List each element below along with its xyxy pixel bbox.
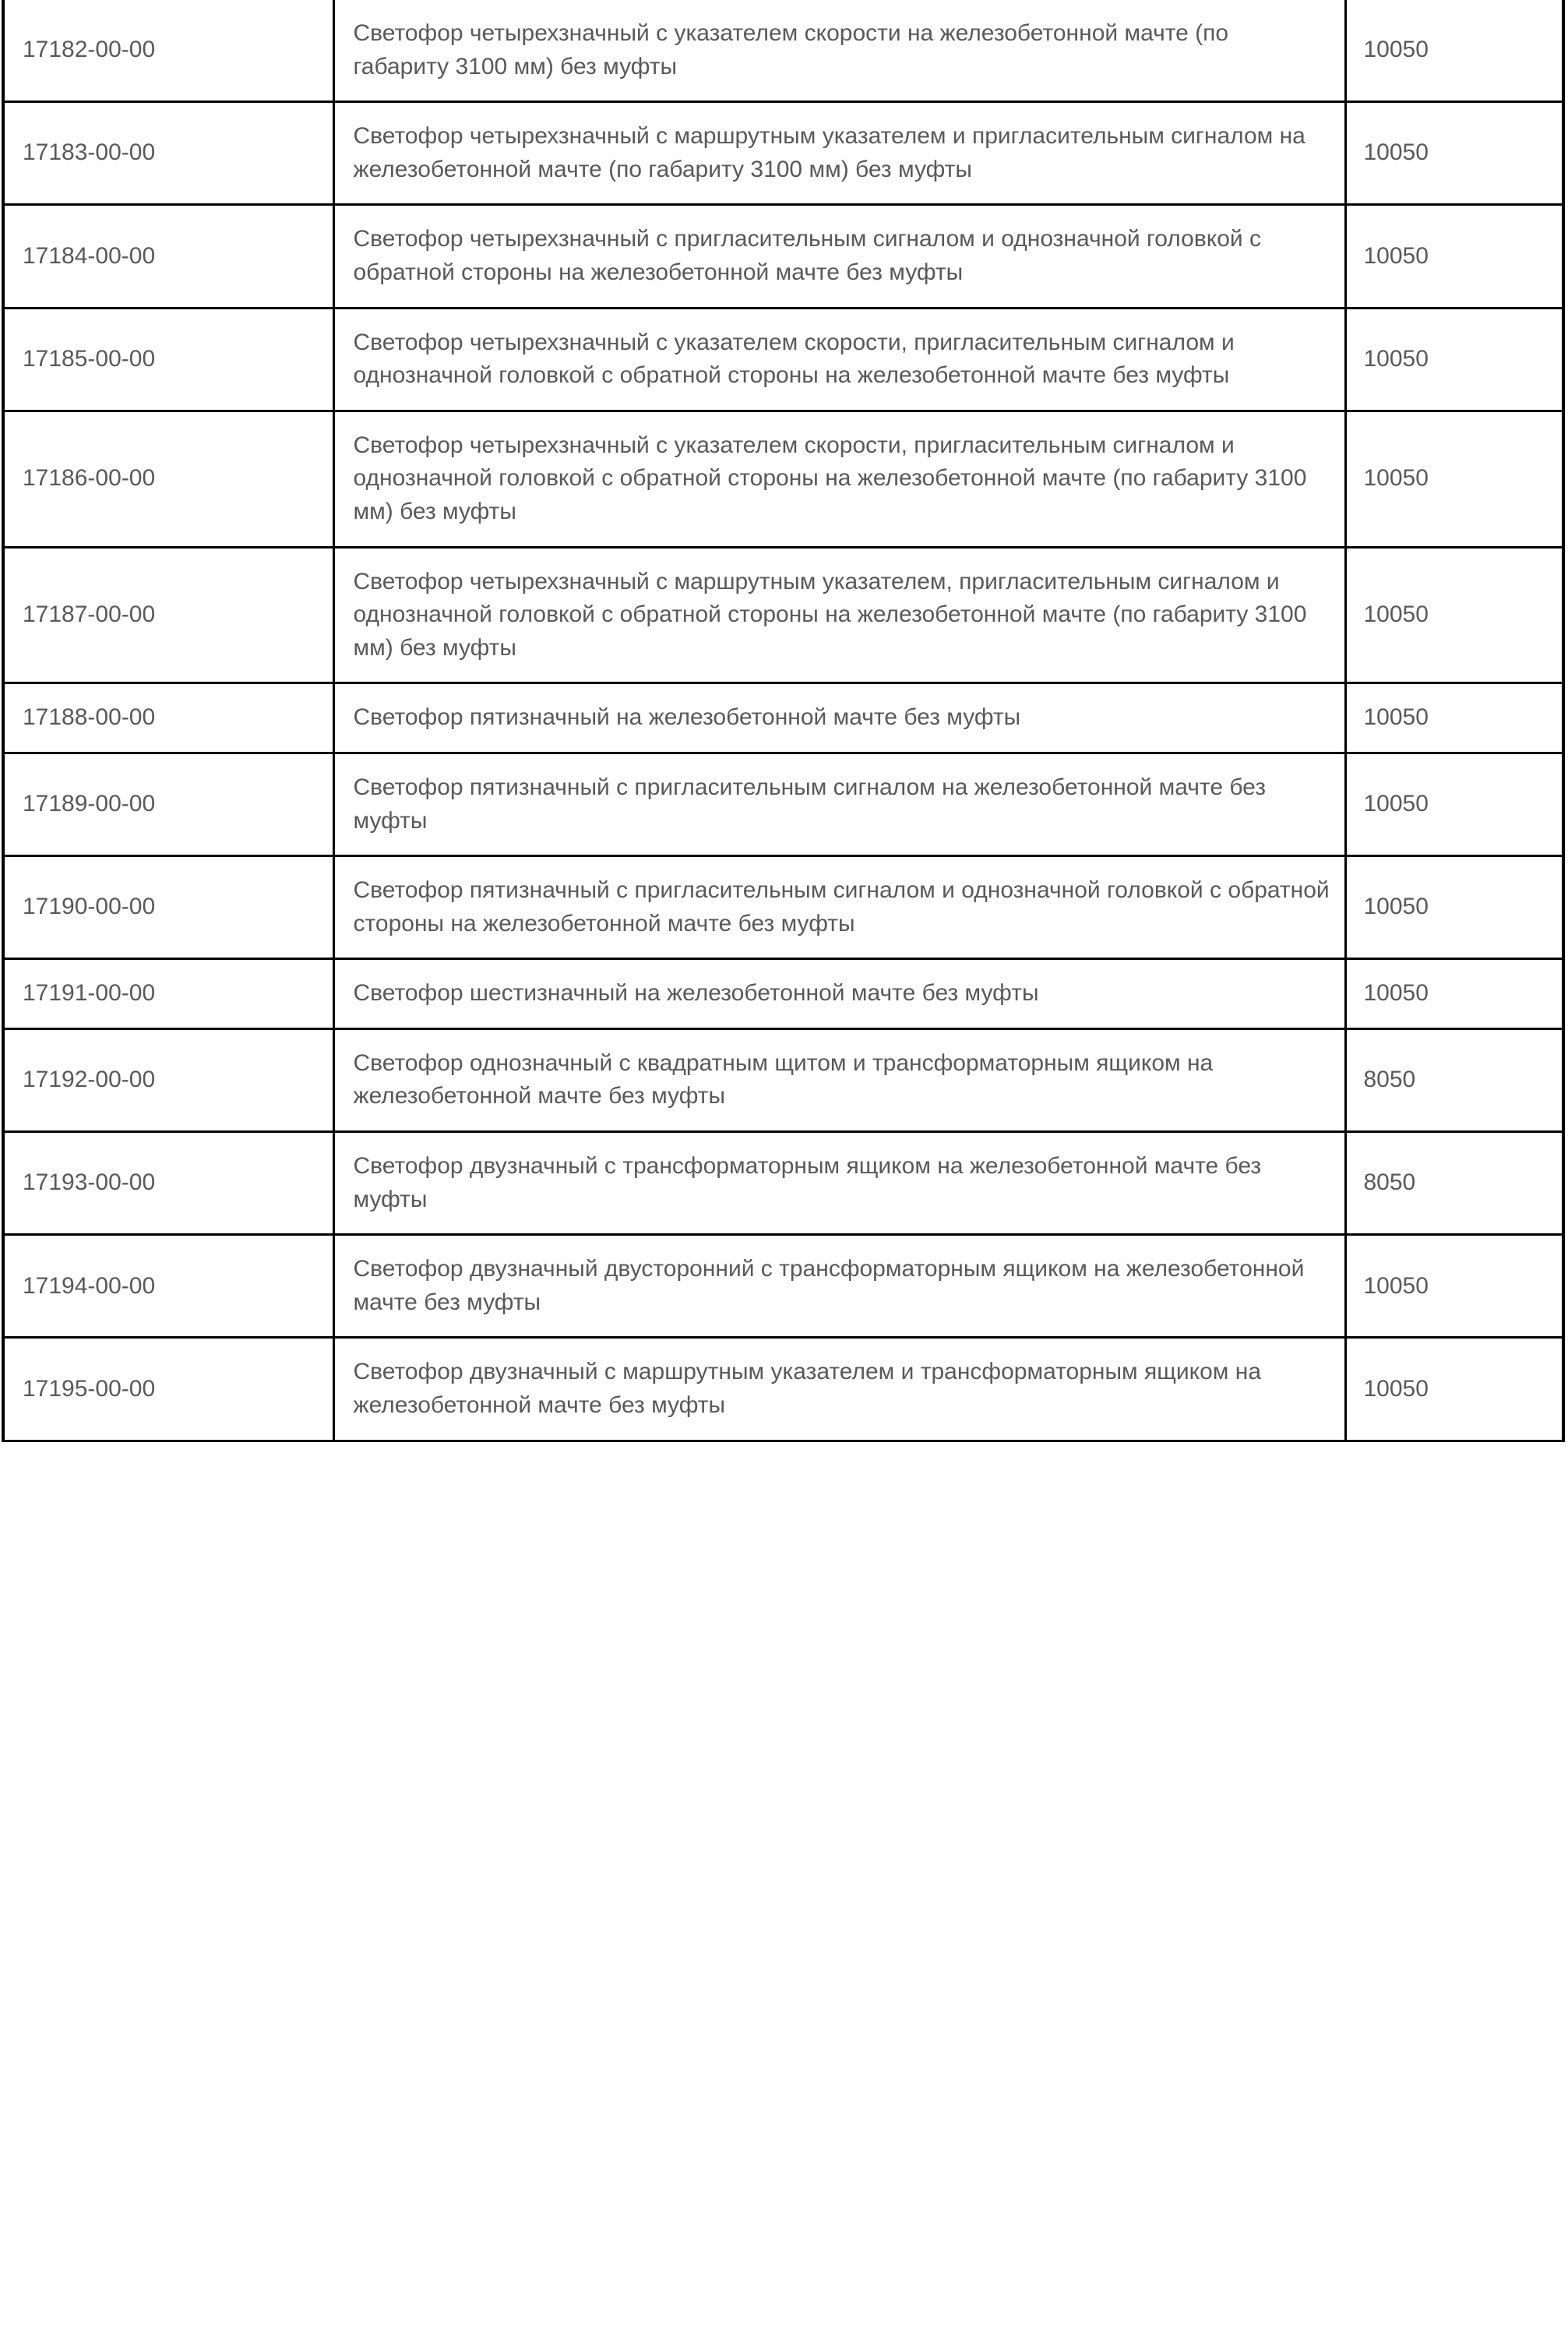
- product-code-cell: 17190-00-00: [2, 855, 335, 961]
- product-name-cell: Светофор пятизначный с пригласительным с…: [332, 751, 1347, 858]
- product-code-cell: 17191-00-00: [2, 958, 335, 1030]
- product-code-cell: 17193-00-00: [2, 1130, 335, 1236]
- product-code-cell: 17184-00-00: [2, 203, 335, 309]
- product-price-cell: 10050: [1344, 0, 1565, 104]
- table-row: 17189-00-00 Светофор пятизначный с пригла…: [2, 751, 1565, 858]
- table-row: 17188-00-00 Светофор пятизначный на желез…: [2, 682, 1565, 754]
- product-name-cell: Светофор двузначный двусторонний с транс…: [332, 1233, 1347, 1339]
- product-name-cell: Светофор однозначный с квадратным щитом …: [332, 1027, 1347, 1134]
- product-price-cell: 10050: [1344, 101, 1565, 206]
- table-row: 17186-00-00 Светофор четырехзначный с ука…: [2, 409, 1565, 548]
- table-row: 17184-00-00 Светофор четырехзначный с при…: [2, 203, 1565, 309]
- product-price-cell: 10050: [1344, 203, 1565, 309]
- table-body: 17182-00-00 Светофор четырехзначный с ука…: [2, 0, 1565, 1442]
- product-code-cell: 17187-00-00: [2, 545, 335, 685]
- product-name-cell: Светофор четырехзначный с указателем ско…: [332, 306, 1347, 412]
- product-price-cell: 10050: [1344, 306, 1565, 412]
- product-price-cell: 10050: [1344, 545, 1565, 685]
- table-row: 17191-00-00 Светофор шестизначный на желе…: [2, 958, 1565, 1030]
- product-code-cell: 17195-00-00: [2, 1336, 335, 1442]
- product-price-cell: 10050: [1344, 751, 1565, 858]
- product-code-cell: 17189-00-00: [2, 751, 335, 858]
- table-row: 17183-00-00 Светофор четырехзначный с мар…: [2, 101, 1565, 206]
- product-name-cell: Светофор четырехзначный с указателем ско…: [332, 409, 1347, 548]
- product-name-cell: Светофор четырехзначный с маршрутным ука…: [332, 545, 1347, 685]
- product-name-cell: Светофор четырехзначный с пригласительны…: [332, 203, 1347, 309]
- table-row: 17182-00-00 Светофор четырехзначный с ука…: [2, 0, 1565, 104]
- table-row: 17187-00-00 Светофор четырехзначный с мар…: [2, 545, 1565, 685]
- table-row: 17195-00-00 Светофор двузначный с маршрут…: [2, 1336, 1565, 1442]
- product-price-cell: 10050: [1344, 958, 1565, 1030]
- product-name-cell: Светофор шестизначный на железобетонной …: [332, 958, 1347, 1030]
- product-name-cell: Светофор четырехзначный с указателем ско…: [332, 0, 1347, 104]
- product-code-cell: 17185-00-00: [2, 306, 335, 412]
- product-name-cell: Светофор двузначный с трансформаторным я…: [332, 1130, 1347, 1236]
- table-row: 17185-00-00 Светофор четырехзначный с ука…: [2, 306, 1565, 412]
- table-row: 17193-00-00 Светофор двузначный с трансфо…: [2, 1130, 1565, 1236]
- product-code-cell: 17186-00-00: [2, 409, 335, 548]
- product-code-cell: 17194-00-00: [2, 1233, 335, 1339]
- product-price-cell: 10050: [1344, 855, 1565, 961]
- product-name-cell: Светофор пятизначный на железобетонной м…: [332, 682, 1347, 754]
- table-row: 17190-00-00 Светофор пятизначный с пригла…: [2, 855, 1565, 961]
- product-price-cell: 10050: [1344, 1233, 1565, 1339]
- product-code-cell: 17188-00-00: [2, 682, 335, 754]
- product-price-cell: 10050: [1344, 409, 1565, 548]
- product-name-cell: Светофор четырехзначный с маршрутным ука…: [332, 101, 1347, 206]
- product-code-cell: 17182-00-00: [2, 0, 335, 104]
- product-price-cell: 8050: [1344, 1027, 1565, 1134]
- product-code-cell: 17192-00-00: [2, 1027, 335, 1134]
- product-price-cell: 8050: [1344, 1130, 1565, 1236]
- product-name-cell: Светофор двузначный с маршрутным указате…: [332, 1336, 1347, 1442]
- product-name-cell: Светофор пятизначный с пригласительным с…: [332, 855, 1347, 961]
- product-code-cell: 17183-00-00: [2, 101, 335, 206]
- product-price-cell: 10050: [1344, 1336, 1565, 1442]
- table-row: 17192-00-00 Светофор однозначный с квадра…: [2, 1027, 1565, 1134]
- specification-table: 17182-00-00 Светофор четырехзначный с ука…: [2, 0, 1565, 1442]
- table-row: 17194-00-00 Светофор двузначный двусторон…: [2, 1233, 1565, 1339]
- product-price-cell: 10050: [1344, 682, 1565, 754]
